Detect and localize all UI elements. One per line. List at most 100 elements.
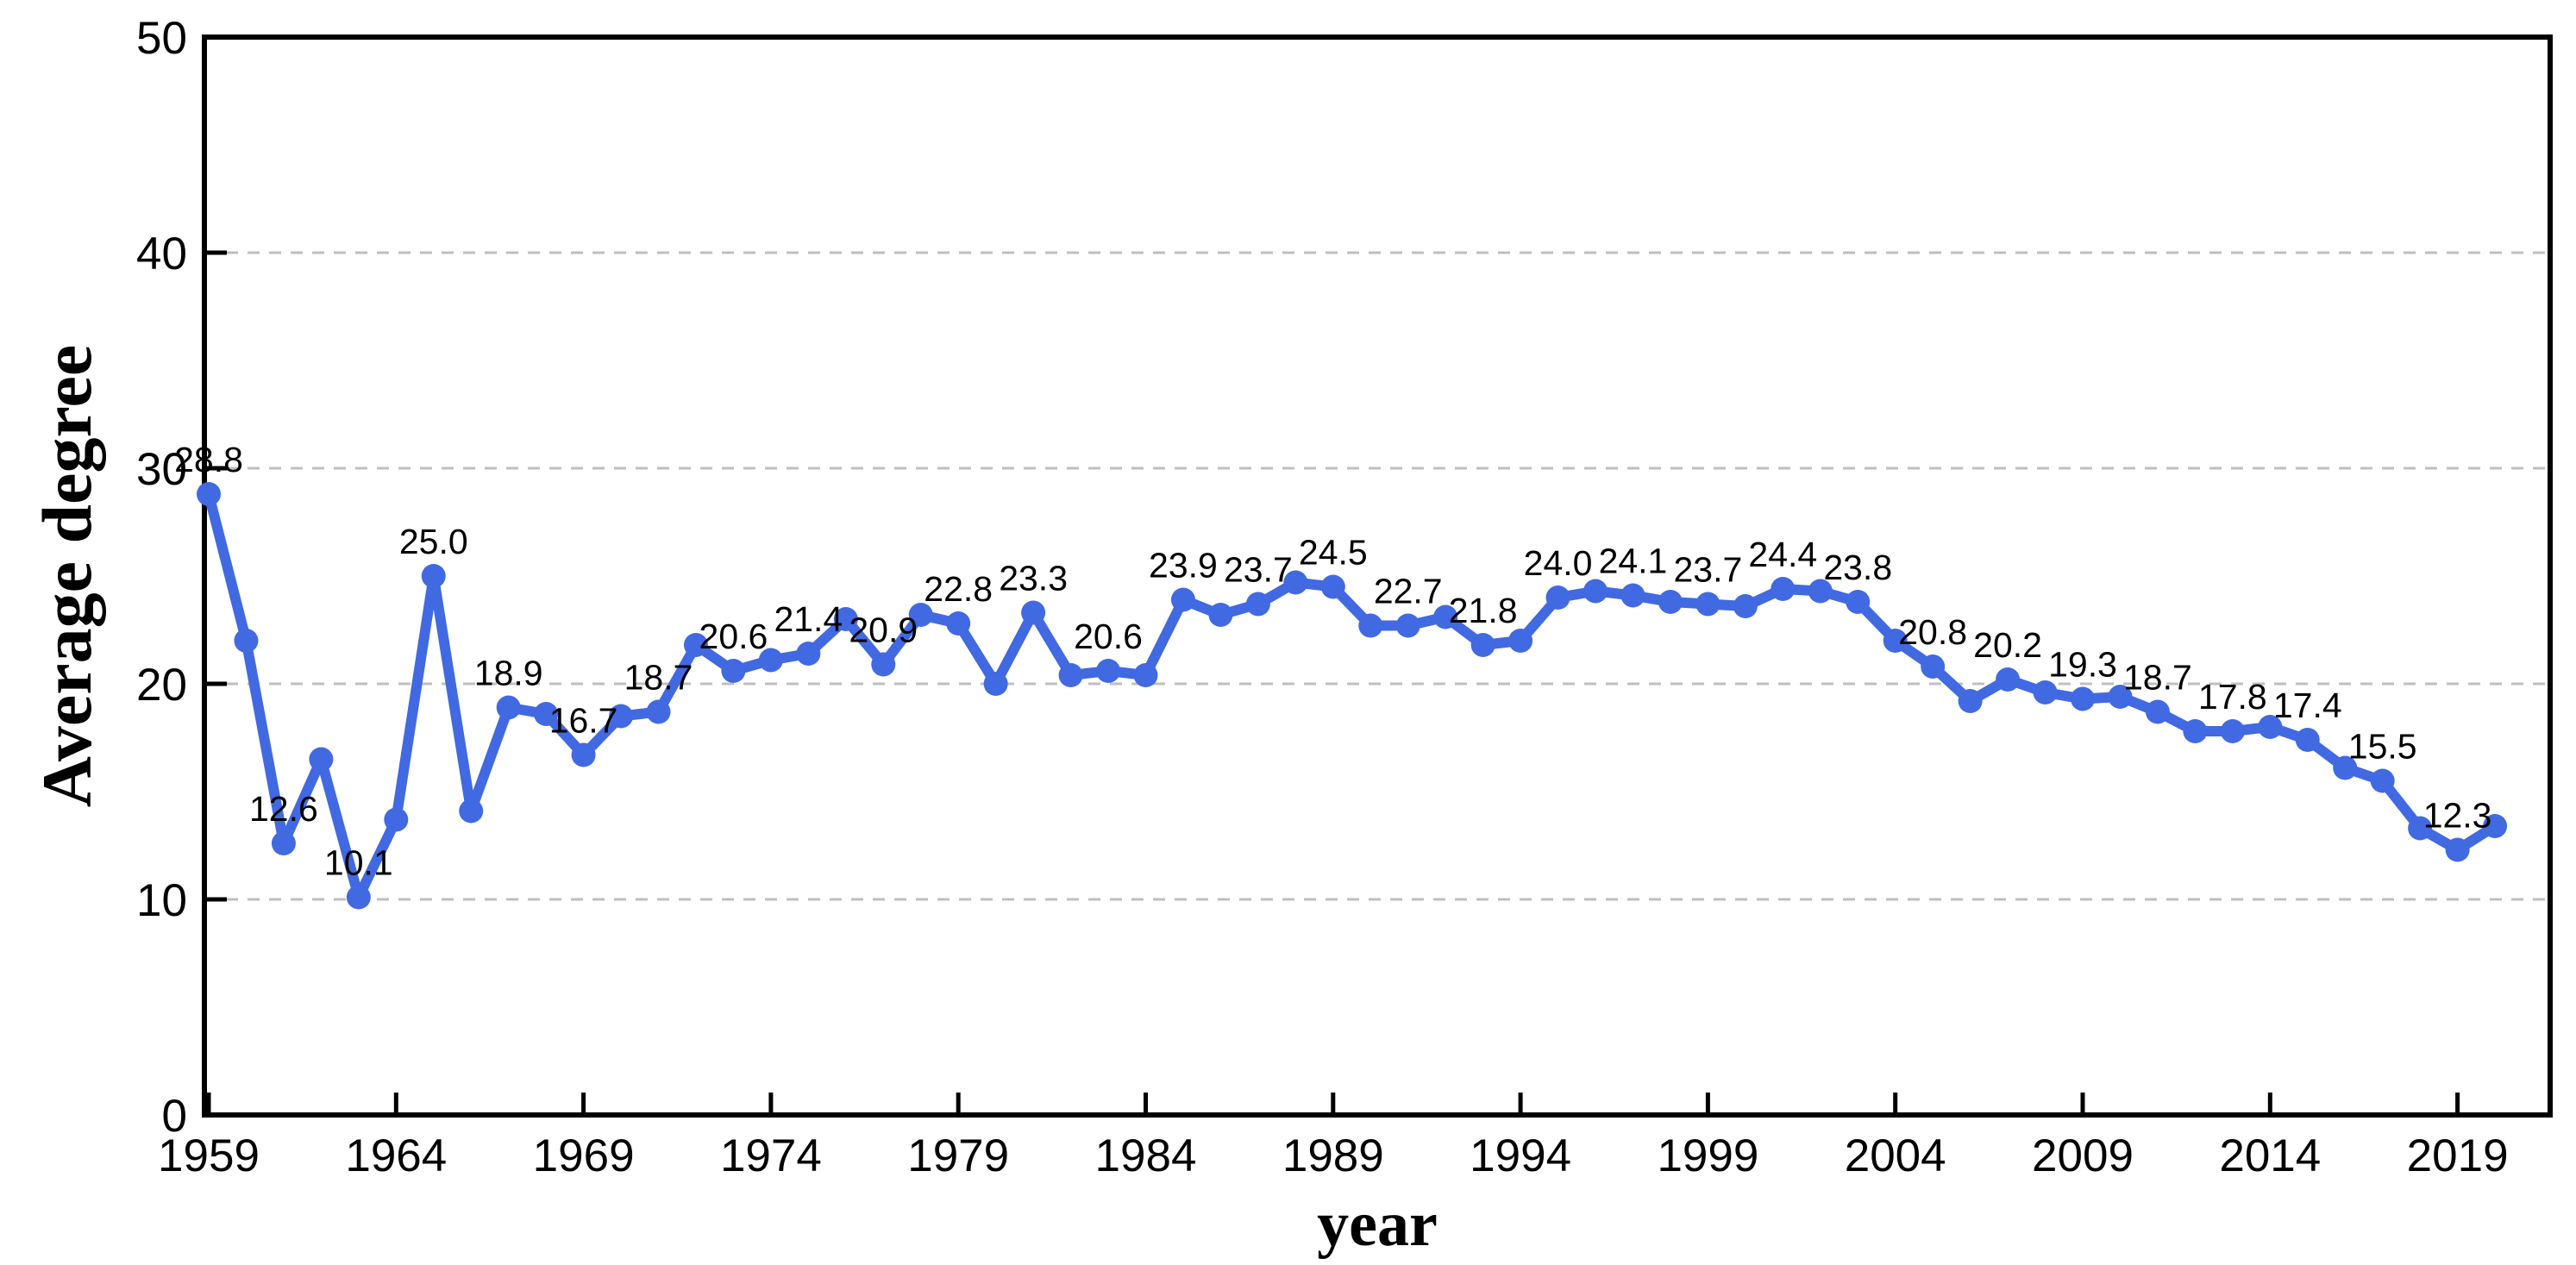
point-label: 23.7 xyxy=(1673,550,1742,590)
data-point xyxy=(1695,592,1720,617)
data-point xyxy=(2033,680,2058,705)
point-label: 21.4 xyxy=(774,599,843,639)
data-point xyxy=(871,652,896,677)
point-label: 20.9 xyxy=(849,611,918,650)
point-label: 12.6 xyxy=(249,789,318,829)
point-label: 18.7 xyxy=(2123,658,2192,698)
data-point xyxy=(758,648,783,673)
data-point xyxy=(1620,583,1645,608)
point-label: 20.8 xyxy=(1898,612,1967,652)
tick-labels: 0 10 20 30 40 50 1959 1964 1969 1974 1979 1984 1989 1… xyxy=(136,13,2509,1181)
y-tick-label: 50 xyxy=(136,13,187,64)
data-point xyxy=(683,633,708,657)
x-tick-label: 1964 xyxy=(345,1130,447,1181)
data-point xyxy=(1208,603,1233,627)
x-tick-label: 1979 xyxy=(907,1130,1009,1181)
data-point xyxy=(1846,590,1871,614)
data-point xyxy=(2183,719,2208,743)
point-label: 12.3 xyxy=(2423,796,2492,836)
data-point xyxy=(2071,686,2095,711)
x-tick-label: 1969 xyxy=(533,1130,635,1181)
ticks xyxy=(204,34,2460,1118)
x-tick-label: 1999 xyxy=(1657,1130,1758,1181)
x-axis-title: year xyxy=(1317,1189,1438,1260)
point-label: 28.8 xyxy=(174,440,243,479)
point-label: 18.9 xyxy=(474,654,543,693)
data-point xyxy=(1133,663,1158,687)
data-point xyxy=(1771,577,1796,601)
point-label: 20.6 xyxy=(699,617,768,656)
x-tick-label: 1984 xyxy=(1095,1130,1197,1181)
data-point xyxy=(833,607,858,631)
point-label: 21.8 xyxy=(1449,591,1518,630)
x-tick-label: 2019 xyxy=(2407,1130,2509,1181)
point-label: 24.4 xyxy=(1748,535,1817,574)
data-point xyxy=(346,885,371,910)
point-label: 22.8 xyxy=(924,569,993,609)
y-tick-label: 20 xyxy=(136,660,187,711)
data-point xyxy=(2370,768,2395,793)
y-axis-title: Average degree xyxy=(28,344,106,808)
y-tick-label: 30 xyxy=(136,444,187,495)
data-point xyxy=(2145,699,2170,724)
data-point xyxy=(1470,633,1495,657)
data-point xyxy=(1021,600,1046,625)
spines xyxy=(202,34,2553,1118)
point-label: 17.4 xyxy=(2273,686,2342,725)
data-point xyxy=(234,629,259,653)
point-label: 16.7 xyxy=(549,701,618,741)
x-tick-label: 2004 xyxy=(1845,1130,1946,1181)
data-point xyxy=(571,742,596,767)
point-label: 10.1 xyxy=(324,843,393,883)
data-point xyxy=(2258,715,2283,739)
data-point xyxy=(197,482,221,506)
y-tick-label: 0 xyxy=(162,1091,187,1142)
gridlines xyxy=(204,251,2550,901)
data-point xyxy=(1958,689,1983,713)
data-point xyxy=(1058,663,1083,687)
data-point xyxy=(1096,659,1121,683)
plot-border xyxy=(202,34,2553,1118)
data-point xyxy=(1883,629,1908,653)
point-label: 15.5 xyxy=(2348,727,2417,767)
data-point xyxy=(534,702,559,726)
x-tick-label: 1994 xyxy=(1470,1130,1571,1181)
x-tick-label: 1959 xyxy=(158,1130,260,1181)
data-point xyxy=(1358,613,1383,638)
data-point xyxy=(2483,814,2508,838)
point-label: 19.3 xyxy=(2048,645,2117,685)
point-label: 23.3 xyxy=(999,559,1068,598)
point-label: 25.0 xyxy=(399,522,468,561)
point-label: 20.2 xyxy=(1973,625,2042,665)
data-point xyxy=(1433,604,1458,629)
data-point xyxy=(421,564,446,588)
data-points xyxy=(197,482,2508,910)
data-point xyxy=(2333,755,2358,780)
data-point xyxy=(1545,586,1570,610)
point-label: 23.8 xyxy=(1823,548,1892,587)
data-point xyxy=(2408,816,2433,841)
x-tick-label: 1974 xyxy=(720,1130,822,1181)
data-point xyxy=(2295,728,2320,752)
point-label: 22.7 xyxy=(1374,572,1443,611)
data-point xyxy=(459,798,484,824)
data-point xyxy=(796,642,821,666)
data-point xyxy=(1733,594,1758,618)
y-tick-label: 10 xyxy=(136,875,187,926)
point-label: 23.9 xyxy=(1149,546,1218,586)
point-label: 23.7 xyxy=(1224,550,1293,590)
data-point xyxy=(1283,570,1308,595)
point-label: 24.0 xyxy=(1524,543,1593,583)
point-label: 20.6 xyxy=(1074,617,1143,656)
point-label: 24.5 xyxy=(1299,533,1368,573)
point-label: 17.8 xyxy=(2198,677,2267,717)
data-point xyxy=(946,611,971,636)
point-labels: 28.812.610.125.018.916.718.720.6 21.4 20.9… xyxy=(174,440,2491,883)
data-point xyxy=(609,704,634,729)
point-label: 18.7 xyxy=(624,658,693,698)
data-point xyxy=(1508,629,1533,653)
data-point xyxy=(1996,667,2021,692)
data-point xyxy=(1921,654,1946,679)
